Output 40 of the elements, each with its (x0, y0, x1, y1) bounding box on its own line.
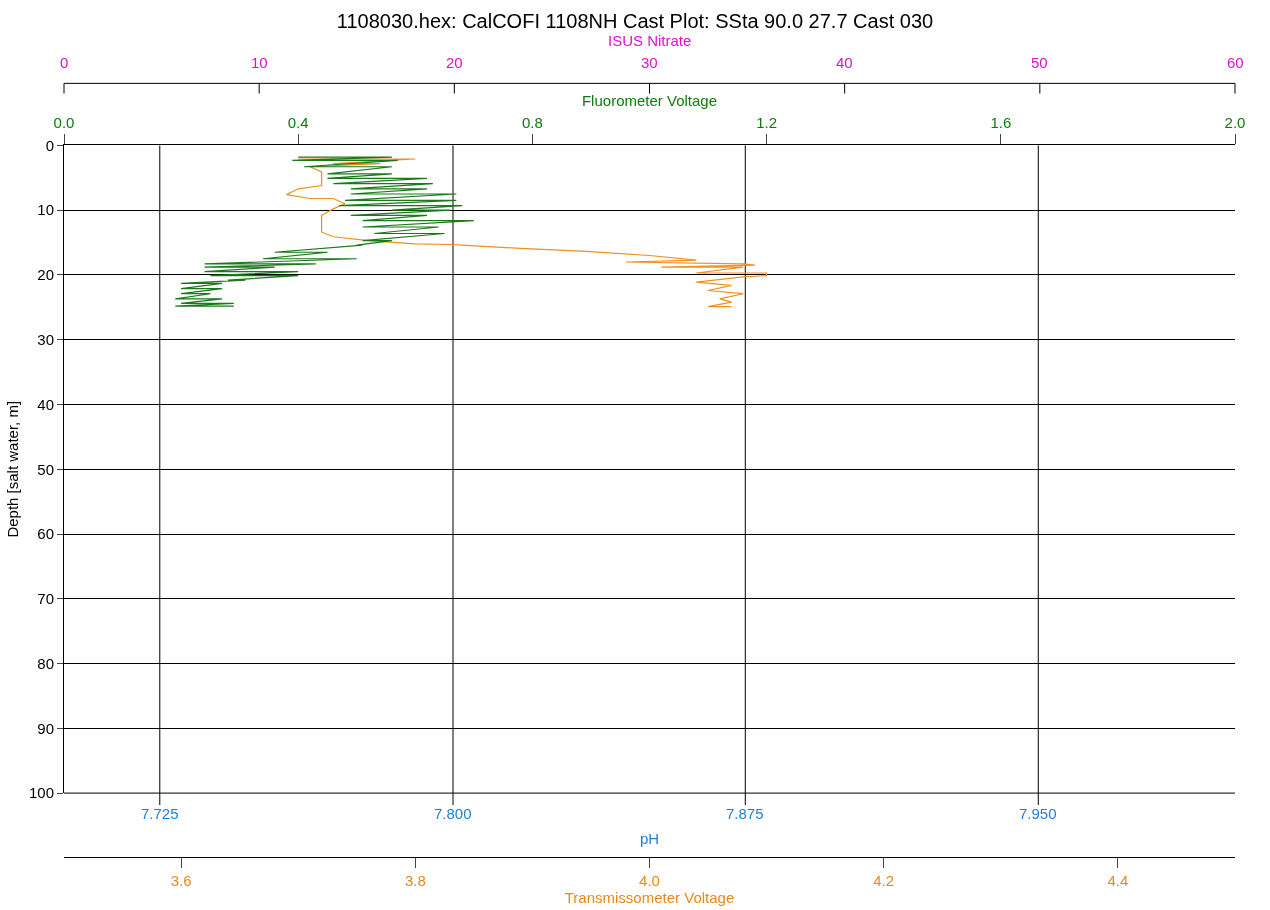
y-tick-label: 60 (37, 525, 54, 543)
x2-tick-label: 0.0 (53, 114, 75, 132)
y-tick-label: 70 (37, 590, 54, 608)
y-tick-label: 50 (37, 460, 54, 478)
y-tick-label: 30 (37, 330, 54, 348)
text: 7.875 (726, 805, 764, 822)
y-tick-label: 40 (37, 395, 54, 413)
text: ISUS Nitrate (608, 32, 692, 49)
y-tick-label: 0 (45, 136, 54, 154)
x2-tick-label: 1.2 (756, 114, 778, 132)
text: 0 (60, 54, 69, 71)
x2-axis-title: Fluorometer Voltage (581, 91, 718, 109)
y-tick-label: 10 (37, 201, 54, 219)
chart-title: 1108030.hex: CalCOFI 1108NH Cast Plot: SSta 90.0 27.7 Cast 030 (336, 9, 934, 32)
text: 7.800 (434, 805, 472, 822)
y-tick-label: 90 (37, 719, 54, 737)
line-series (285, 158, 768, 308)
y-tick-label: 100 (28, 784, 54, 802)
text: 30 (641, 54, 658, 71)
y-tick-label: 80 (37, 654, 54, 672)
x-axis-title: Transmissometer Voltage (564, 888, 735, 906)
text: pH (640, 830, 660, 847)
x-tick-label: 4.0 (639, 871, 660, 889)
x2-tick-label: 1.6 (990, 114, 1012, 132)
text: 50 (1031, 54, 1048, 71)
x-tick-label: 3.6 (170, 871, 192, 889)
text: 20 (446, 54, 463, 71)
x-tick-label: 4.4 (1107, 871, 1129, 889)
text: 7.950 (1019, 805, 1057, 822)
x2-tick-label: 0.8 (521, 114, 543, 132)
x2-tick-label: 2.0 (1224, 114, 1246, 132)
y-tick-label: 20 (37, 266, 54, 284)
text: 60 (1227, 54, 1244, 71)
x-tick-label: 3.8 (404, 871, 426, 889)
x-tick-label: 4.2 (873, 871, 895, 889)
text: 10 (251, 54, 268, 71)
text: 7.725 (141, 805, 179, 822)
x2-tick-label: 0.4 (287, 114, 309, 132)
y-axis-title: Depth [salt water, m] (4, 400, 22, 538)
text: 40 (836, 54, 853, 71)
